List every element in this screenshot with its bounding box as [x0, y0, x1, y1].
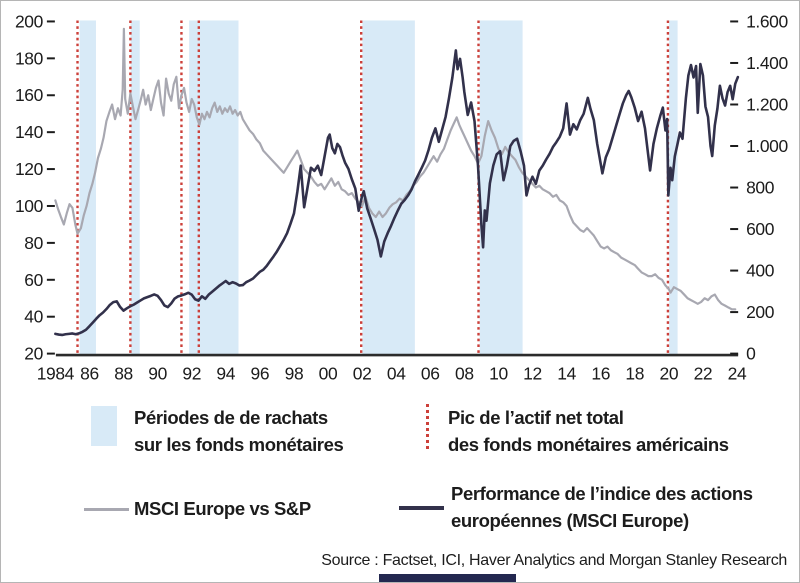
peak-line-swatch: [426, 404, 429, 452]
bottom-accent-bar: [379, 574, 516, 582]
svg-text:1.600: 1.600: [746, 11, 788, 31]
svg-text:00: 00: [319, 364, 338, 384]
svg-text:600: 600: [746, 219, 775, 239]
svg-text:1.000: 1.000: [746, 136, 788, 156]
svg-text:04: 04: [387, 364, 406, 384]
svg-text:800: 800: [746, 178, 775, 198]
svg-text:18: 18: [625, 364, 644, 384]
legend-peak-lines-line2: des fonds monétaires américains: [448, 434, 729, 455]
svg-text:20: 20: [24, 344, 43, 364]
svg-text:400: 400: [746, 261, 775, 281]
legend-peak-lines-label: Pic de l’actif net total des fonds monét…: [448, 404, 729, 458]
svg-text:160: 160: [15, 85, 44, 105]
dark-series-swatch: [399, 506, 444, 510]
shaded-period-swatch: [91, 406, 117, 446]
svg-text:20: 20: [660, 364, 679, 384]
svg-text:96: 96: [251, 364, 270, 384]
svg-text:120: 120: [15, 159, 44, 179]
legend: Périodes de de rachats sur les fonds mon…: [1, 396, 799, 582]
legend-shaded-periods-line1: Périodes de de rachats: [134, 407, 328, 428]
svg-text:1.400: 1.400: [746, 53, 788, 73]
svg-text:22: 22: [694, 364, 713, 384]
legend-shaded-periods-line2: sur les fonds monétaires: [134, 434, 344, 455]
svg-text:88: 88: [114, 364, 133, 384]
source-note: Source : Factset, ICI, Haver Analytics a…: [321, 552, 787, 569]
svg-text:0: 0: [746, 344, 756, 364]
svg-text:1.200: 1.200: [746, 94, 788, 114]
svg-text:200: 200: [15, 11, 44, 31]
svg-text:10: 10: [489, 364, 508, 384]
legend-dark-series-line2: européennes (MSCI Europe): [451, 510, 689, 531]
legend-dark-series-line1: Performance de l’indice des actions: [451, 483, 753, 504]
svg-text:180: 180: [15, 48, 44, 68]
svg-text:08: 08: [455, 364, 474, 384]
legend-gray-series-label: MSCI Europe vs S&P: [134, 498, 311, 519]
svg-text:94: 94: [216, 364, 235, 384]
gray-series-swatch: [84, 508, 129, 511]
svg-text:16: 16: [591, 364, 610, 384]
svg-text:02: 02: [353, 364, 372, 384]
svg-text:12: 12: [523, 364, 542, 384]
svg-text:100: 100: [15, 196, 44, 216]
svg-text:40: 40: [24, 307, 43, 327]
svg-text:86: 86: [80, 364, 99, 384]
svg-text:200: 200: [746, 302, 775, 322]
svg-text:06: 06: [421, 364, 440, 384]
svg-text:1984: 1984: [37, 364, 75, 384]
svg-text:60: 60: [24, 270, 43, 290]
legend-dark-series-label: Performance de l’indice des actions euro…: [451, 480, 753, 534]
legend-peak-lines-line1: Pic de l’actif net total: [448, 407, 624, 428]
svg-text:14: 14: [557, 364, 576, 384]
performance-chart: 200180160140120100806040201.6001.4001.20…: [15, 11, 789, 384]
svg-text:140: 140: [15, 122, 44, 142]
svg-text:24: 24: [728, 364, 747, 384]
legend-shaded-periods-label: Périodes de de rachats sur les fonds mon…: [134, 404, 344, 458]
svg-text:98: 98: [285, 364, 304, 384]
svg-text:90: 90: [148, 364, 167, 384]
svg-text:92: 92: [182, 364, 201, 384]
svg-text:80: 80: [24, 233, 43, 253]
